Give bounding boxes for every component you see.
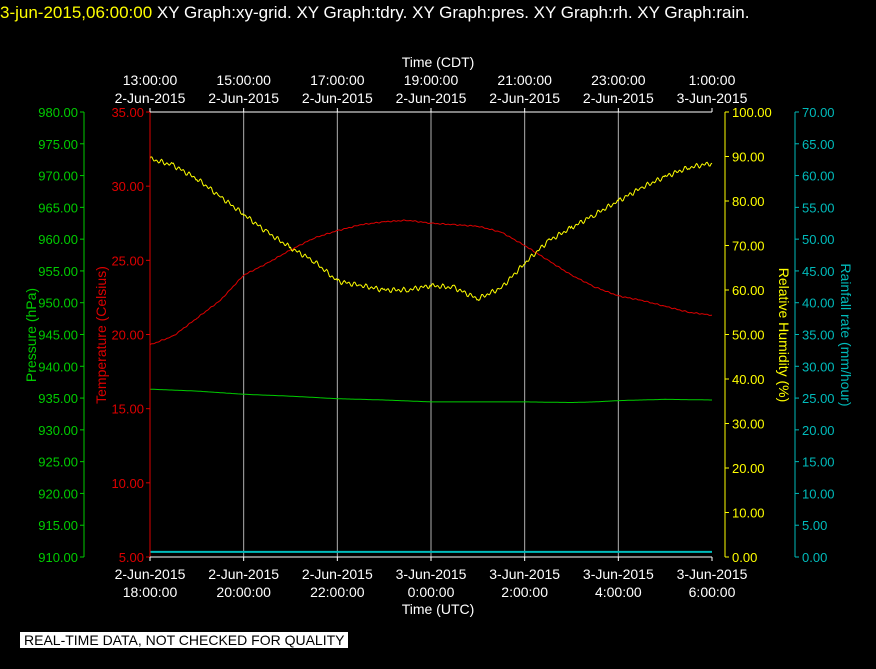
x-bottom-tick-time: 20:00:00 [216,584,271,600]
rain-tick-label: 45.00 [802,264,835,279]
x-bottom-tick-date: 3-Jun-2015 [677,566,748,582]
header-graph-title-3: XY Graph:pres. [412,3,529,22]
pressure-tick-label: 950.00 [38,296,78,311]
x-top-tick-time: 15:00:00 [216,72,271,88]
humidity-tick-label: 60.00 [732,283,765,298]
rain-tick-label: 30.00 [802,359,835,374]
axes: 910.00 915.00 920.00 925.00 930.00 935.00 940.… [38,72,834,600]
x-bottom-tick-date: 2-Jun-2015 [115,566,186,582]
pressure-tick-label: 910.00 [38,550,78,565]
temperature-tick-label: 10.00 [111,476,144,491]
x-bottom-tick-time: 4:00:00 [595,584,642,600]
header-timestamp: 3-jun-2015,06:00:00 [0,3,153,22]
x-bottom-tick-date: 3-Jun-2015 [396,566,467,582]
humidity-tick-label: 40.00 [732,372,765,387]
pressure-tick-label: 915.00 [38,518,78,533]
temperature-tick-label: 25.00 [111,253,144,268]
pressure-tick-label: 920.00 [38,486,78,501]
x-top-tick-time: 21:00:00 [497,72,552,88]
x-top-tick-time: 17:00:00 [310,72,365,88]
humidity-tick-label: 20.00 [732,461,765,476]
x-bottom-tick-time: 22:00:00 [310,584,365,600]
x-top-tick-date: 2-Jun-2015 [489,90,560,106]
x-bottom-tick-date: 2-Jun-2015 [208,566,279,582]
temperature-tick-label: 15.00 [111,402,144,417]
header-graph-title-4: XY Graph:rh. [533,3,633,22]
header-graph-title-1: XY Graph:xy-grid. [156,3,292,22]
temperature-tick-label: 5.00 [119,550,144,565]
pressure-tick-label: 965.00 [38,200,78,215]
temperature-axis-title: Temperature (Celsius) [93,266,109,404]
x-top-tick-time: 13:00:00 [123,72,178,88]
rain-tick-label: 0.00 [802,550,827,565]
x-top-tick-date: 2-Jun-2015 [208,90,279,106]
quality-warning-banner: REAL-TIME DATA, NOT CHECKED FOR QUALITY [20,632,349,648]
x-top-tick-date: 2-Jun-2015 [302,90,373,106]
data-series [149,156,713,553]
x-top-tick-date: 2-Jun-2015 [396,90,467,106]
humidity-tick-label: 90.00 [732,150,765,165]
x-bottom-tick-time: 18:00:00 [123,584,178,600]
pressure-tick-label: 945.00 [38,328,78,343]
pressure-series-line [149,388,712,403]
x-top-axis-title: Time (CDT) [402,54,475,70]
x-top-tick-time: 19:00:00 [404,72,459,88]
temperature-tick-label: 30.00 [111,179,144,194]
x-bottom-tick-time: 0:00:00 [408,584,455,600]
x-bottom-axis-title: Time (UTC) [402,601,475,617]
x-top-tick-date: 2-Jun-2015 [115,90,186,106]
rain-axis-title: Rainfall rate (mm/hour) [838,263,854,406]
humidity-tick-label: 80.00 [732,194,765,209]
x-bottom-tick-date: 3-Jun-2015 [489,566,560,582]
grid-lines [243,112,619,557]
rain-tick-label: 50.00 [802,232,835,247]
pressure-tick-label: 940.00 [38,359,78,374]
header-graph-title-5: XY Graph:rain. [637,3,750,22]
humidity-tick-label: 0.00 [732,550,757,565]
rain-tick-label: 5.00 [802,518,827,533]
humidity-axis-title: Relative Humidity (%) [776,268,792,403]
x-bottom-tick-time: 6:00:00 [689,584,736,600]
x-top-tick-date: 3-Jun-2015 [677,90,748,106]
pressure-tick-label: 980.00 [38,105,78,120]
header-graph-title-2: XY Graph:tdry. [296,3,408,22]
pressure-tick-label: 975.00 [38,137,78,152]
humidity-tick-label: 30.00 [732,417,765,432]
pressure-tick-label: 935.00 [38,391,78,406]
rain-tick-label: 55.00 [802,200,835,215]
pressure-tick-label: 925.00 [38,455,78,470]
pressure-tick-label: 955.00 [38,264,78,279]
rain-tick-label: 15.00 [802,455,835,470]
humidity-tick-label: 100.00 [732,105,772,120]
pressure-tick-label: 970.00 [38,169,78,184]
pressure-axis-title: Pressure (hPa) [23,288,39,382]
pressure-tick-label: 960.00 [38,232,78,247]
x-top-tick-time: 1:00:00 [689,72,736,88]
rain-tick-label: 20.00 [802,423,835,438]
temperature-tick-label: 20.00 [111,328,144,343]
rain-tick-label: 40.00 [802,296,835,311]
rain-tick-label: 10.00 [802,486,835,501]
rain-tick-label: 65.00 [802,137,835,152]
pressure-tick-label: 930.00 [38,423,78,438]
rain-tick-label: 35.00 [802,328,835,343]
humidity-tick-label: 50.00 [732,328,765,343]
humidity-tick-label: 10.00 [732,506,765,521]
chart-header: 3-jun-2015,06:00:00 XY Graph:xy-grid. XY… [0,3,876,25]
humidity-tick-label: 70.00 [732,239,765,254]
x-bottom-tick-date: 2-Jun-2015 [302,566,373,582]
rain-tick-label: 25.00 [802,391,835,406]
rain-tick-label: 70.00 [802,105,835,120]
temperature-series-line [149,219,712,346]
x-top-tick-time: 23:00:00 [591,72,646,88]
x-bottom-tick-date: 3-Jun-2015 [583,566,654,582]
x-top-tick-date: 2-Jun-2015 [583,90,654,106]
humidity-series-line [149,156,713,302]
rain-tick-label: 60.00 [802,169,835,184]
x-bottom-tick-time: 2:00:00 [501,584,548,600]
temperature-tick-label: 35.00 [111,105,144,120]
